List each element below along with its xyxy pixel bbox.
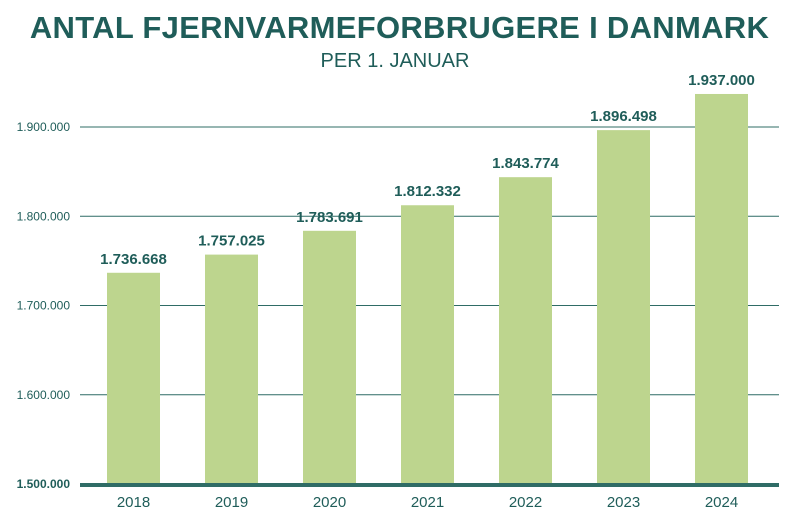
data-label: 1.783.691: [296, 209, 363, 226]
x-tick-label: 2022: [509, 494, 542, 511]
bar-2021: [401, 205, 454, 484]
x-tick-label: 2024: [705, 494, 738, 511]
bar-2018: [107, 272, 160, 484]
x-tick-label: 2023: [607, 494, 640, 511]
y-tick-label: 1.900.000: [17, 120, 71, 134]
bar-2022: [499, 177, 552, 484]
chart-title: ANTAL FJERNVARMEFORBRUGERE I DANMARK: [29, 10, 770, 45]
data-label: 1.757.025: [198, 233, 265, 250]
bar-2020: [303, 230, 356, 484]
x-tick-label: 2021: [411, 494, 444, 511]
data-label: 1.937.000: [688, 72, 755, 89]
y-tick-label: 1.700.000: [17, 299, 71, 313]
bar-2024: [695, 93, 748, 484]
y-tick-label: 1.800.000: [17, 209, 71, 223]
bar-2019: [205, 254, 258, 484]
x-tick-label: 2018: [117, 494, 150, 511]
x-tick-label: 2019: [215, 494, 248, 511]
y-tick-label: 1.600.000: [17, 388, 71, 402]
chart-subtitle: PER 1. JANUAR: [320, 50, 470, 72]
data-label: 1.736.668: [100, 251, 167, 268]
y-tick-label: 1.500.000: [17, 477, 71, 491]
bar-2023: [597, 130, 650, 484]
data-label: 1.896.498: [590, 108, 657, 125]
data-label: 1.812.332: [394, 183, 461, 200]
x-tick-label: 2020: [313, 494, 346, 511]
data-label: 1.843.774: [492, 155, 559, 172]
